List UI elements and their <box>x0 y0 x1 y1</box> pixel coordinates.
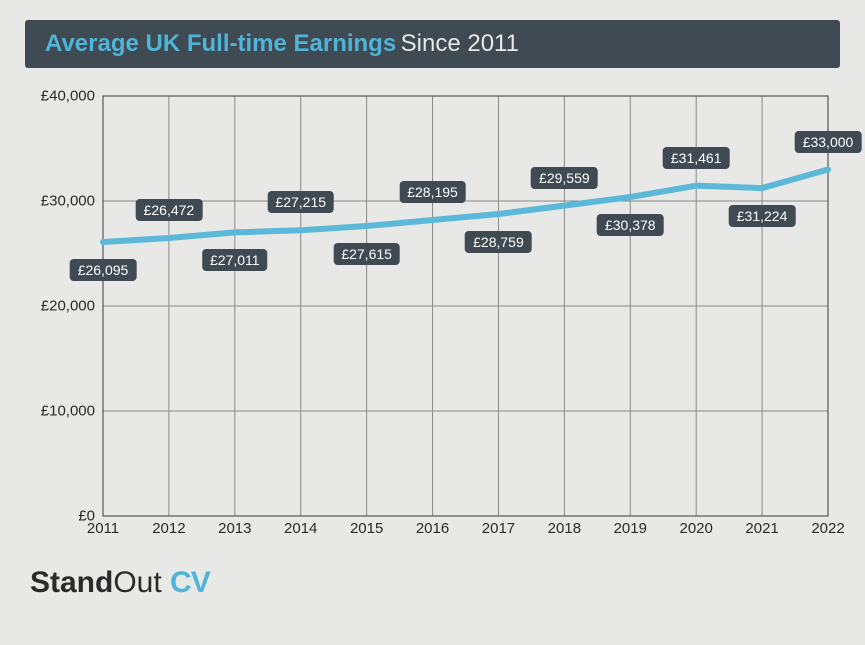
standout-cv-logo: StandOut CV <box>25 566 840 600</box>
x-tick-label: 2019 <box>614 520 647 537</box>
data-point-label: £27,615 <box>333 243 400 265</box>
x-tick-label: 2013 <box>218 520 251 537</box>
y-axis-labels: £0£10,000£20,000£30,000£40,000 <box>25 88 95 558</box>
x-tick-label: 2015 <box>350 520 383 537</box>
x-tick-label: 2017 <box>482 520 515 537</box>
title-light: Since 2011 <box>401 30 519 57</box>
logo-part1: Stand <box>30 566 113 599</box>
y-tick-label: £20,000 <box>25 298 95 315</box>
data-point-label: £31,224 <box>729 205 796 227</box>
data-point-label: £26,472 <box>136 199 203 221</box>
x-tick-label: 2016 <box>416 520 449 537</box>
data-point-label: £27,011 <box>202 249 268 271</box>
x-tick-label: 2022 <box>811 520 844 537</box>
data-point-label: £30,378 <box>597 214 664 236</box>
data-point-label: £29,559 <box>531 167 598 189</box>
title-bold: Average UK Full-time Earnings <box>45 30 396 57</box>
logo-part2: Out <box>113 566 161 599</box>
x-tick-label: 2011 <box>87 520 119 537</box>
x-axis-labels: 2011 2012 2013 2014 2015 2016 2017 2018 2019 2020… <box>25 520 835 542</box>
chart-title-bar: Average UK Full-time Earnings Since 2011 <box>25 20 840 68</box>
x-tick-label: 2020 <box>679 520 712 537</box>
data-point-label: £26,095 <box>70 259 137 281</box>
y-tick-label: £40,000 <box>25 88 95 105</box>
data-point-label: £33,000 <box>795 131 862 153</box>
data-point-label: £28,759 <box>465 231 532 253</box>
x-tick-label: 2014 <box>284 520 317 537</box>
logo-part3: CV <box>170 566 210 599</box>
y-tick-label: £30,000 <box>25 193 95 210</box>
earnings-line-chart: £0£10,000£20,000£30,000£40,000 201120122… <box>25 88 835 558</box>
data-point-label: £31,461 <box>663 147 730 169</box>
y-tick-label: £10,000 <box>25 403 95 420</box>
data-point-label: £28,195 <box>399 181 466 203</box>
x-tick-label: 2012 <box>152 520 185 537</box>
data-point-label: £27,215 <box>267 191 334 213</box>
x-tick-label: 2018 <box>548 520 581 537</box>
x-tick-label: 2021 <box>745 520 778 537</box>
